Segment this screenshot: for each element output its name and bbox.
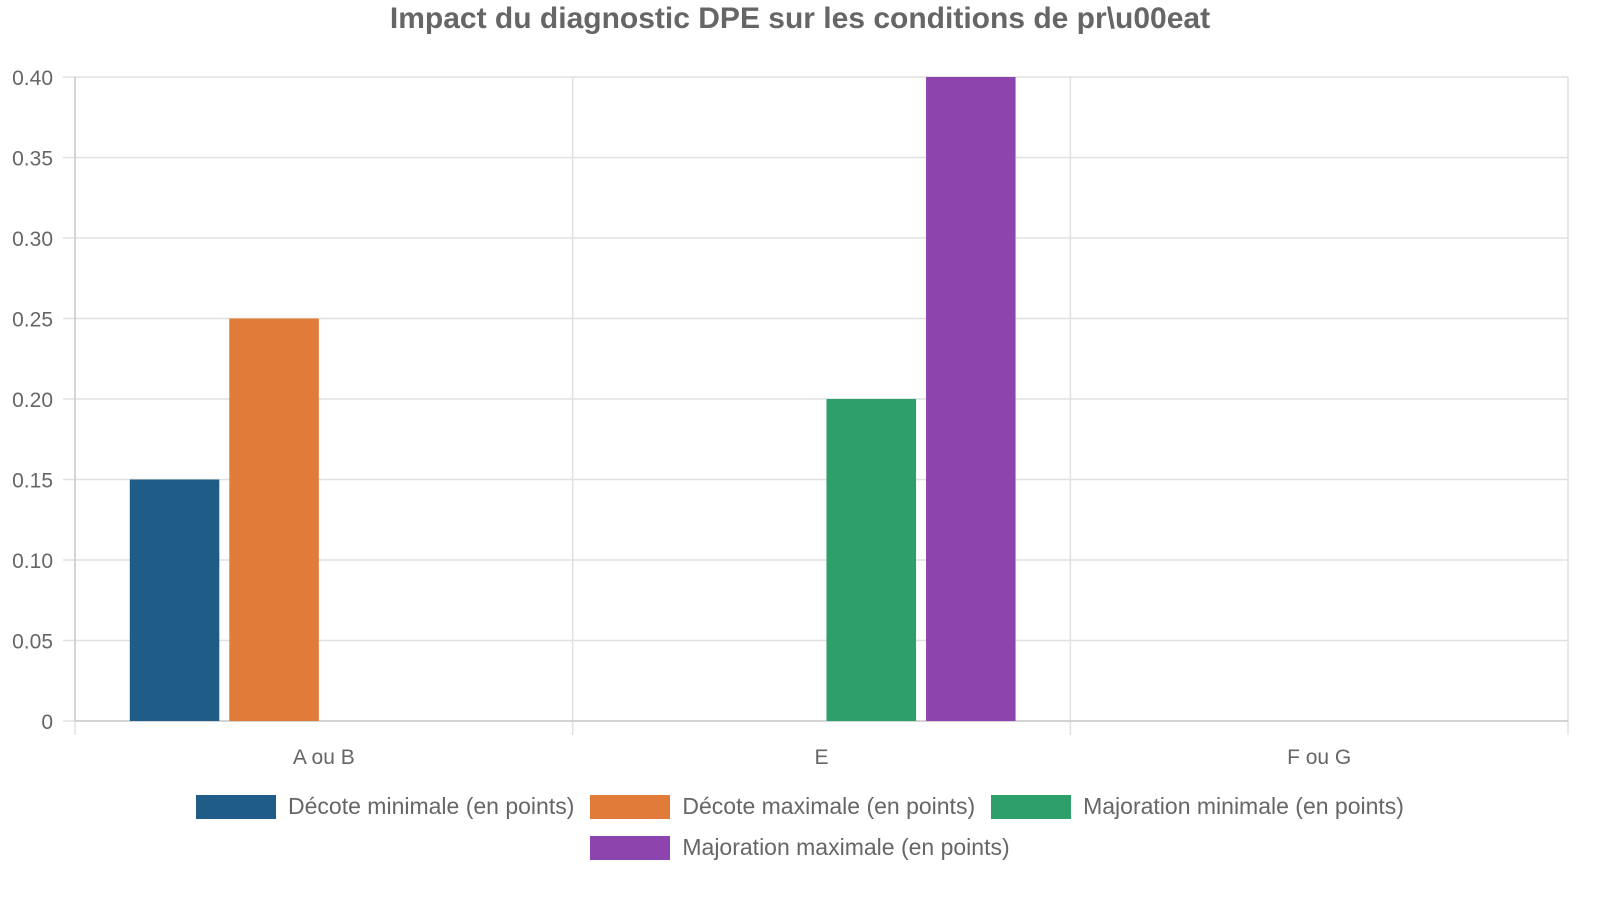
legend-swatch-majoration-min (991, 794, 1072, 819)
legend-label-decote-max: Décote maximale (en points) (682, 793, 976, 819)
legend-item-decote-max[interactable]: Décote maximale (en points) (590, 793, 975, 820)
legend-item-decote-min[interactable]: Décote minimale (en points) (196, 793, 574, 820)
bar (826, 399, 917, 721)
y-tick-label: 0.05 (12, 631, 53, 654)
y-tick-label: 0.20 (12, 389, 53, 412)
y-tick-label: 0.30 (12, 228, 53, 251)
x-tick-label: E (814, 746, 828, 769)
bar (129, 479, 220, 721)
legend-swatch-majoration-max (590, 835, 671, 860)
legend-row-2: Majoration maximale (en points) (0, 834, 1600, 861)
legend-swatch-decote-min (196, 794, 277, 819)
bar (229, 318, 319, 721)
legend-label-majoration-min: Majoration minimale (en points) (1083, 793, 1404, 819)
y-tick-label: 0.40 (12, 67, 53, 90)
legend-row-1: Décote minimale (en points) Décote maxim… (0, 793, 1600, 820)
legend-label-majoration-max: Majoration maximale (en points) (682, 834, 1010, 860)
chart-title: Impact du diagnostic DPE sur les conditi… (389, 2, 1211, 35)
y-tick-label: 0.35 (12, 148, 53, 171)
legend: Décote minimale (en points) Décote maxim… (0, 793, 1600, 861)
y-tick-label: 0 (41, 711, 53, 734)
y-tick-label: 0.10 (12, 550, 53, 573)
legend-swatch-decote-max (590, 794, 671, 819)
x-tick-label: F ou G (1287, 746, 1351, 769)
legend-item-majoration-max[interactable]: Majoration maximale (en points) (590, 834, 1010, 861)
x-tick-label: A ou B (293, 746, 355, 769)
legend-item-majoration-min[interactable]: Majoration minimale (en points) (991, 793, 1404, 820)
bar (926, 77, 1016, 721)
legend-label-decote-min: Décote minimale (en points) (288, 793, 575, 819)
y-tick-label: 0.25 (12, 309, 53, 332)
y-tick-label: 0.15 (12, 470, 53, 493)
